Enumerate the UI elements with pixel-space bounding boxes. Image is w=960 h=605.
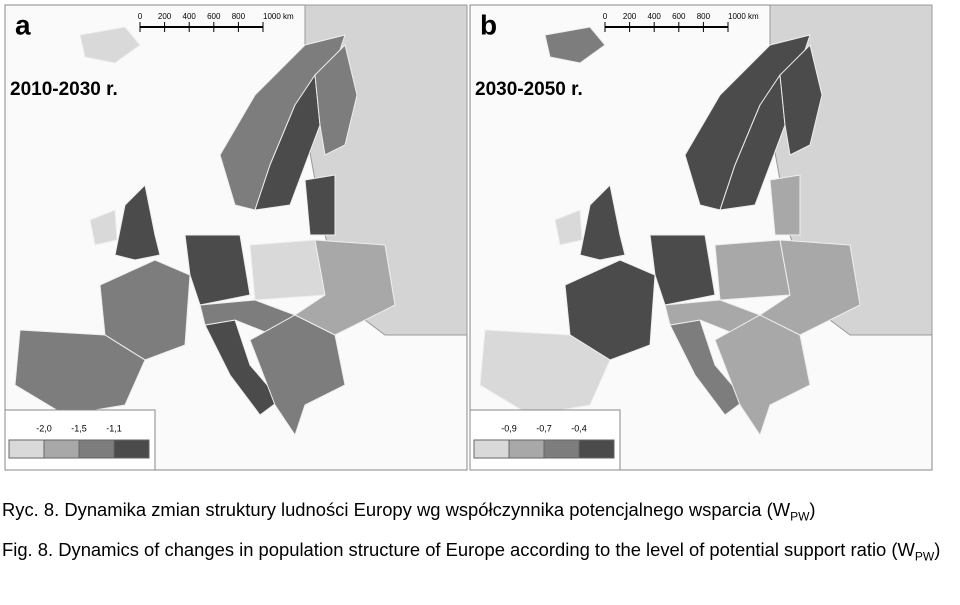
panel-letter: a	[15, 9, 31, 40]
country-region	[114, 183, 161, 261]
caption-text: Ryc. 8. Dynamika zmian struktury ludnośc…	[2, 499, 791, 520]
scale-label: 1000 km	[728, 12, 759, 21]
legend-swatch	[43, 439, 80, 459]
scale-label: 1000 km	[263, 12, 294, 21]
scale-label: 0	[603, 12, 608, 21]
legend-swatch	[78, 439, 115, 459]
country-region	[14, 329, 146, 416]
caption-subscript: PW	[914, 549, 935, 564]
country-region	[294, 239, 396, 336]
legend-label: -0,4	[571, 423, 587, 433]
period-label: 2010-2030 r.	[10, 79, 118, 100]
legend-swatch	[508, 439, 545, 459]
caption-en: Fig. 8. Dynamics of changes in populatio…	[2, 530, 957, 577]
country-region	[769, 174, 801, 236]
scale-label: 200	[158, 12, 172, 21]
scale-label: 200	[623, 12, 637, 21]
country-region	[554, 209, 583, 246]
legend-label: -1,1	[106, 423, 122, 433]
scale-label: 0	[138, 12, 143, 21]
legend-label: -2,0	[36, 423, 52, 433]
country-region	[89, 209, 118, 246]
country-region	[649, 234, 716, 306]
caption-text: )	[934, 539, 941, 560]
country-region	[779, 44, 823, 156]
legend-swatch	[543, 439, 580, 459]
country-region	[479, 329, 611, 416]
country-region	[184, 234, 251, 306]
legend-swatch	[8, 439, 45, 459]
scale-label: 600	[672, 12, 686, 21]
country-region	[759, 239, 861, 336]
map-panel: b 2030-2050 r. 0 200 400 600 800 1000 km -0,9 -0,…	[469, 4, 933, 471]
figure-maps: a 2010-2030 r. 0 200 400 600 800 1000 km -2,0 -1,…	[4, 4, 933, 471]
caption-pl: Ryc. 8. Dynamika zmian struktury ludnośc…	[2, 490, 957, 537]
legend-swatch	[578, 439, 615, 459]
panel-letter: b	[480, 9, 497, 40]
country-region	[579, 183, 626, 261]
caption-subscript: PW	[790, 509, 810, 524]
scale-label: 400	[183, 12, 197, 21]
legend-label: -1,5	[71, 423, 87, 433]
caption-text: Fig. 8. Dynamics of changes in populatio…	[2, 539, 915, 560]
scale-label: 400	[648, 12, 662, 21]
country-region	[79, 26, 141, 64]
legend-swatch	[113, 439, 150, 459]
country-region	[314, 44, 358, 156]
legend-label: -0,9	[501, 423, 517, 433]
legend-swatch	[473, 439, 510, 459]
map-panel: a 2010-2030 r. 0 200 400 600 800 1000 km -2,0 -1,…	[4, 4, 468, 471]
period-label: 2030-2050 r.	[475, 79, 583, 100]
scale-label: 600	[207, 12, 221, 21]
scale-label: 800	[232, 12, 246, 21]
country-region	[714, 239, 791, 301]
scale-label: 800	[697, 12, 711, 21]
legend-label: -0,7	[536, 423, 552, 433]
country-region	[304, 174, 336, 236]
country-region	[249, 239, 326, 301]
caption-text: )	[809, 499, 816, 520]
country-region	[544, 26, 606, 64]
